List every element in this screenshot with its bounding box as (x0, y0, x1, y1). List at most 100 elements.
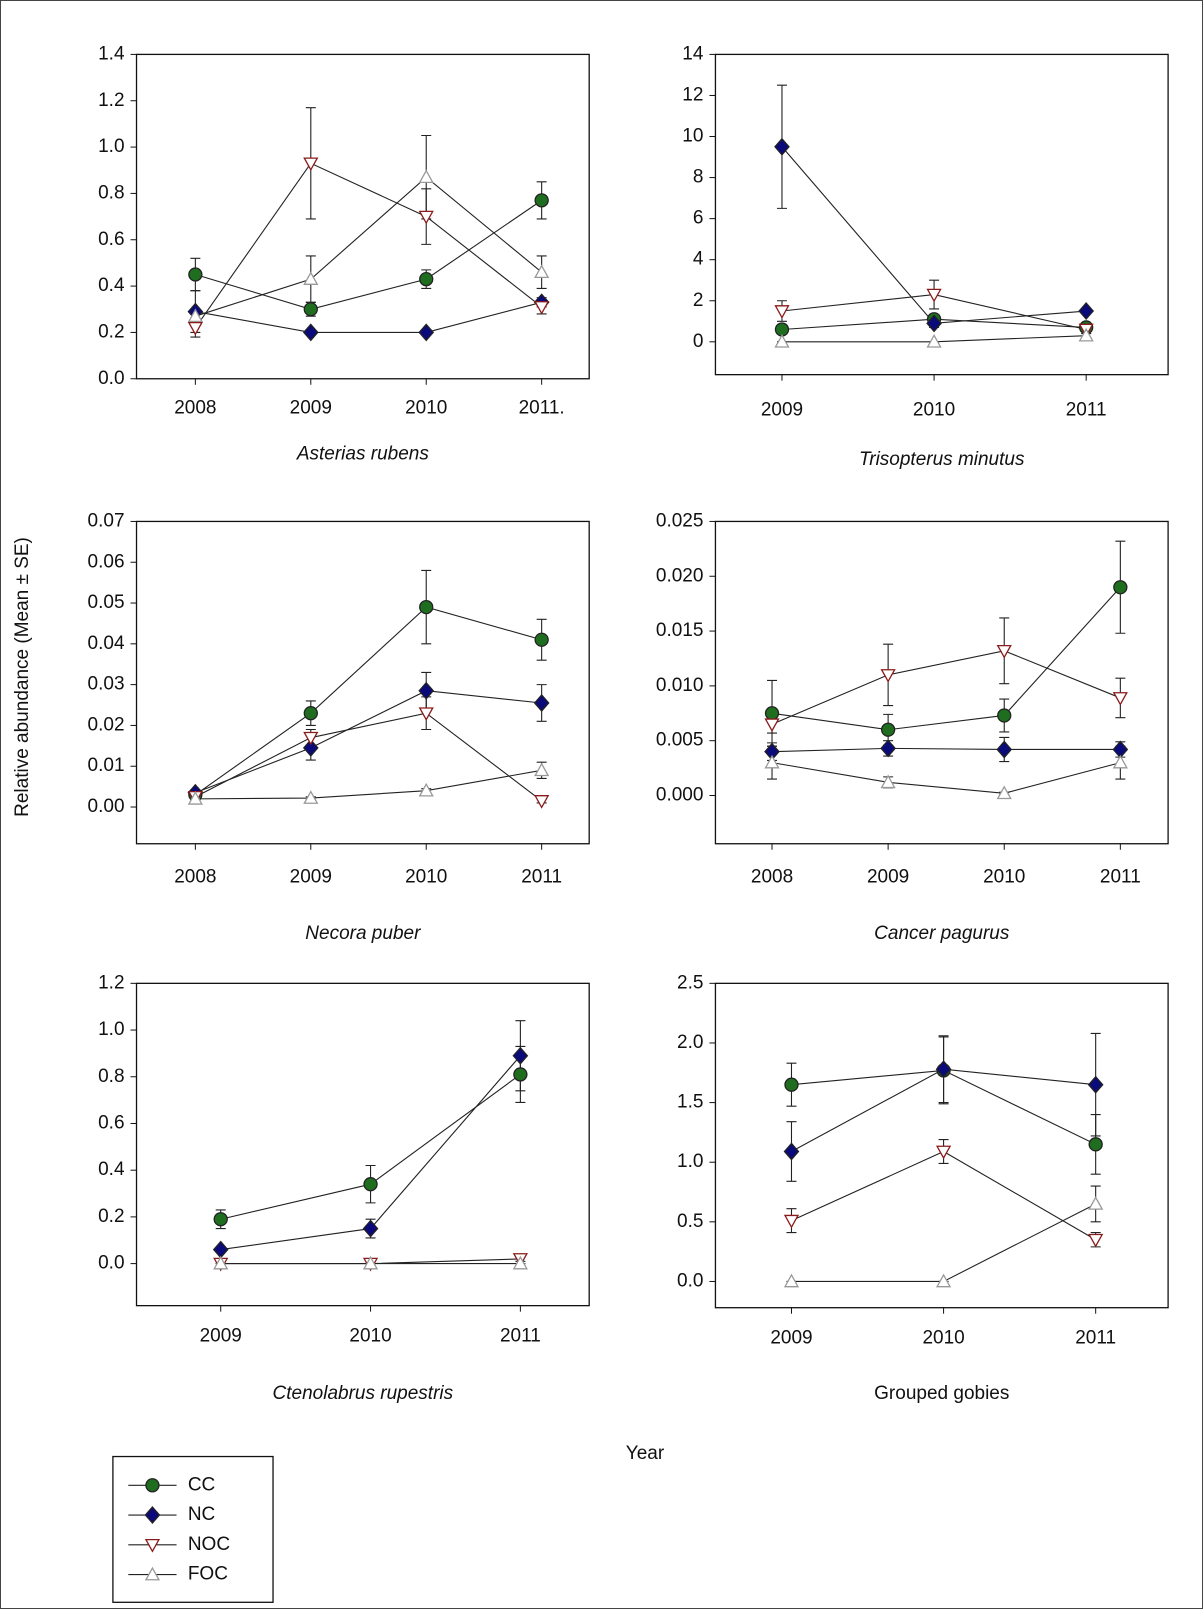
y-tick-label: 1.4 (98, 43, 125, 64)
marker (302, 323, 319, 342)
marker (1078, 327, 1094, 342)
y-tick-label: 0.015 (656, 620, 704, 641)
legend-label: NOC (188, 1534, 230, 1555)
y-tick-label: 0.0 (98, 368, 124, 389)
y-tick-label: 0.2 (98, 1206, 124, 1227)
marker (303, 271, 319, 285)
marker (1088, 1233, 1104, 1248)
plot-frame (714, 520, 1169, 845)
legend-label: NC (188, 1504, 215, 1525)
series-line (195, 301, 542, 333)
marker (534, 301, 550, 315)
marker (880, 722, 896, 737)
marker (418, 210, 434, 225)
marker (187, 321, 203, 336)
y-tick-label: 0.05 (88, 592, 125, 613)
y-tick-label: 2 (693, 290, 704, 311)
marker (418, 681, 435, 700)
marker (774, 333, 790, 348)
y-tick-label: 0.8 (98, 182, 124, 203)
x-tick-label: 2011 (1075, 1328, 1116, 1349)
y-tick-label: 0.020 (656, 565, 704, 586)
marker (512, 1046, 529, 1065)
x-tick-label: 2011 (500, 1325, 541, 1346)
marker (362, 1255, 379, 1270)
marker (534, 632, 549, 647)
y-tick-label: 0.07 (88, 510, 125, 531)
legend-box (112, 1455, 274, 1603)
y-tick-label: 8 (693, 167, 704, 188)
marker (534, 795, 550, 809)
series-line (771, 586, 1121, 731)
y-tick-label: 1.2 (98, 972, 124, 993)
x-tick-label: 2008 (751, 867, 793, 888)
marker (1078, 302, 1095, 321)
y-tick-label: 0.02 (88, 714, 125, 735)
x-tick-label: 2009 (770, 1328, 812, 1349)
y-tick-label: 10 (682, 126, 703, 147)
y-tick-label: 0.5 (677, 1211, 703, 1232)
marker (303, 731, 319, 746)
legend-marker (144, 1538, 161, 1553)
marker (880, 774, 896, 789)
marker (213, 1255, 229, 1270)
legend-marker (145, 1478, 160, 1493)
x-tick-label: 2010 (983, 867, 1025, 888)
y-tick-label: 1.0 (98, 136, 124, 157)
marker (1113, 580, 1128, 595)
x-tick-label: 2010 (405, 867, 447, 888)
y-tick-label: 1.5 (677, 1092, 703, 1113)
y-tick-label: 0.6 (98, 229, 124, 250)
y-tick-label: 0.6 (98, 1112, 124, 1133)
marker (784, 1077, 799, 1092)
x-tick-label: 2011. (519, 398, 565, 419)
marker (513, 1067, 528, 1082)
y-tick-label: 4 (693, 249, 704, 270)
x-tick-label: 2009 (200, 1325, 242, 1346)
y-tick-label: 0.03 (88, 674, 125, 695)
y-tick-label: 0.04 (88, 633, 125, 654)
marker (935, 1060, 952, 1079)
y-tick-label: 2.5 (677, 972, 703, 993)
y-tick-label: 0.010 (656, 675, 704, 696)
series-line (771, 762, 1121, 794)
marker (997, 708, 1012, 723)
marker (362, 1219, 379, 1238)
marker (419, 599, 434, 615)
x-tick-label: 2010 (405, 398, 447, 419)
marker (187, 308, 203, 323)
x-tick-label: 2010 (349, 1325, 391, 1346)
panel-title: Necora puber (305, 923, 421, 944)
series-line (195, 690, 542, 794)
marker (303, 706, 318, 721)
plot-frame (714, 982, 1169, 1309)
marker (935, 1145, 952, 1160)
y-tick-label: 0.0 (98, 1253, 124, 1274)
x-tick-label: 2008 (174, 867, 216, 888)
marker (783, 1214, 800, 1229)
x-tick-label: 2011 (521, 867, 562, 888)
marker (534, 193, 549, 208)
legend-marker (144, 1506, 161, 1525)
y-tick-label: 0.4 (98, 275, 125, 296)
series-line (195, 199, 542, 310)
marker (783, 1142, 800, 1161)
y-tick-label: 0 (693, 331, 704, 352)
series-line (771, 650, 1121, 725)
y-tick-label: 2.0 (677, 1032, 703, 1053)
marker (880, 669, 896, 683)
y-tick-label: 0.01 (88, 755, 125, 776)
marker (764, 754, 780, 769)
marker (1087, 1075, 1104, 1094)
y-tick-label: 12 (682, 84, 703, 105)
y-tick-label: 0.2 (98, 321, 124, 342)
y-tick-label: 1.0 (98, 1019, 124, 1040)
series-line (195, 176, 543, 317)
plot-frame (714, 53, 1169, 376)
marker (303, 157, 319, 172)
y-tick-label: 0.00 (88, 796, 125, 817)
marker (534, 264, 550, 279)
y-tick-label: 1.0 (677, 1151, 703, 1172)
x-tick-label: 2008 (174, 398, 216, 419)
